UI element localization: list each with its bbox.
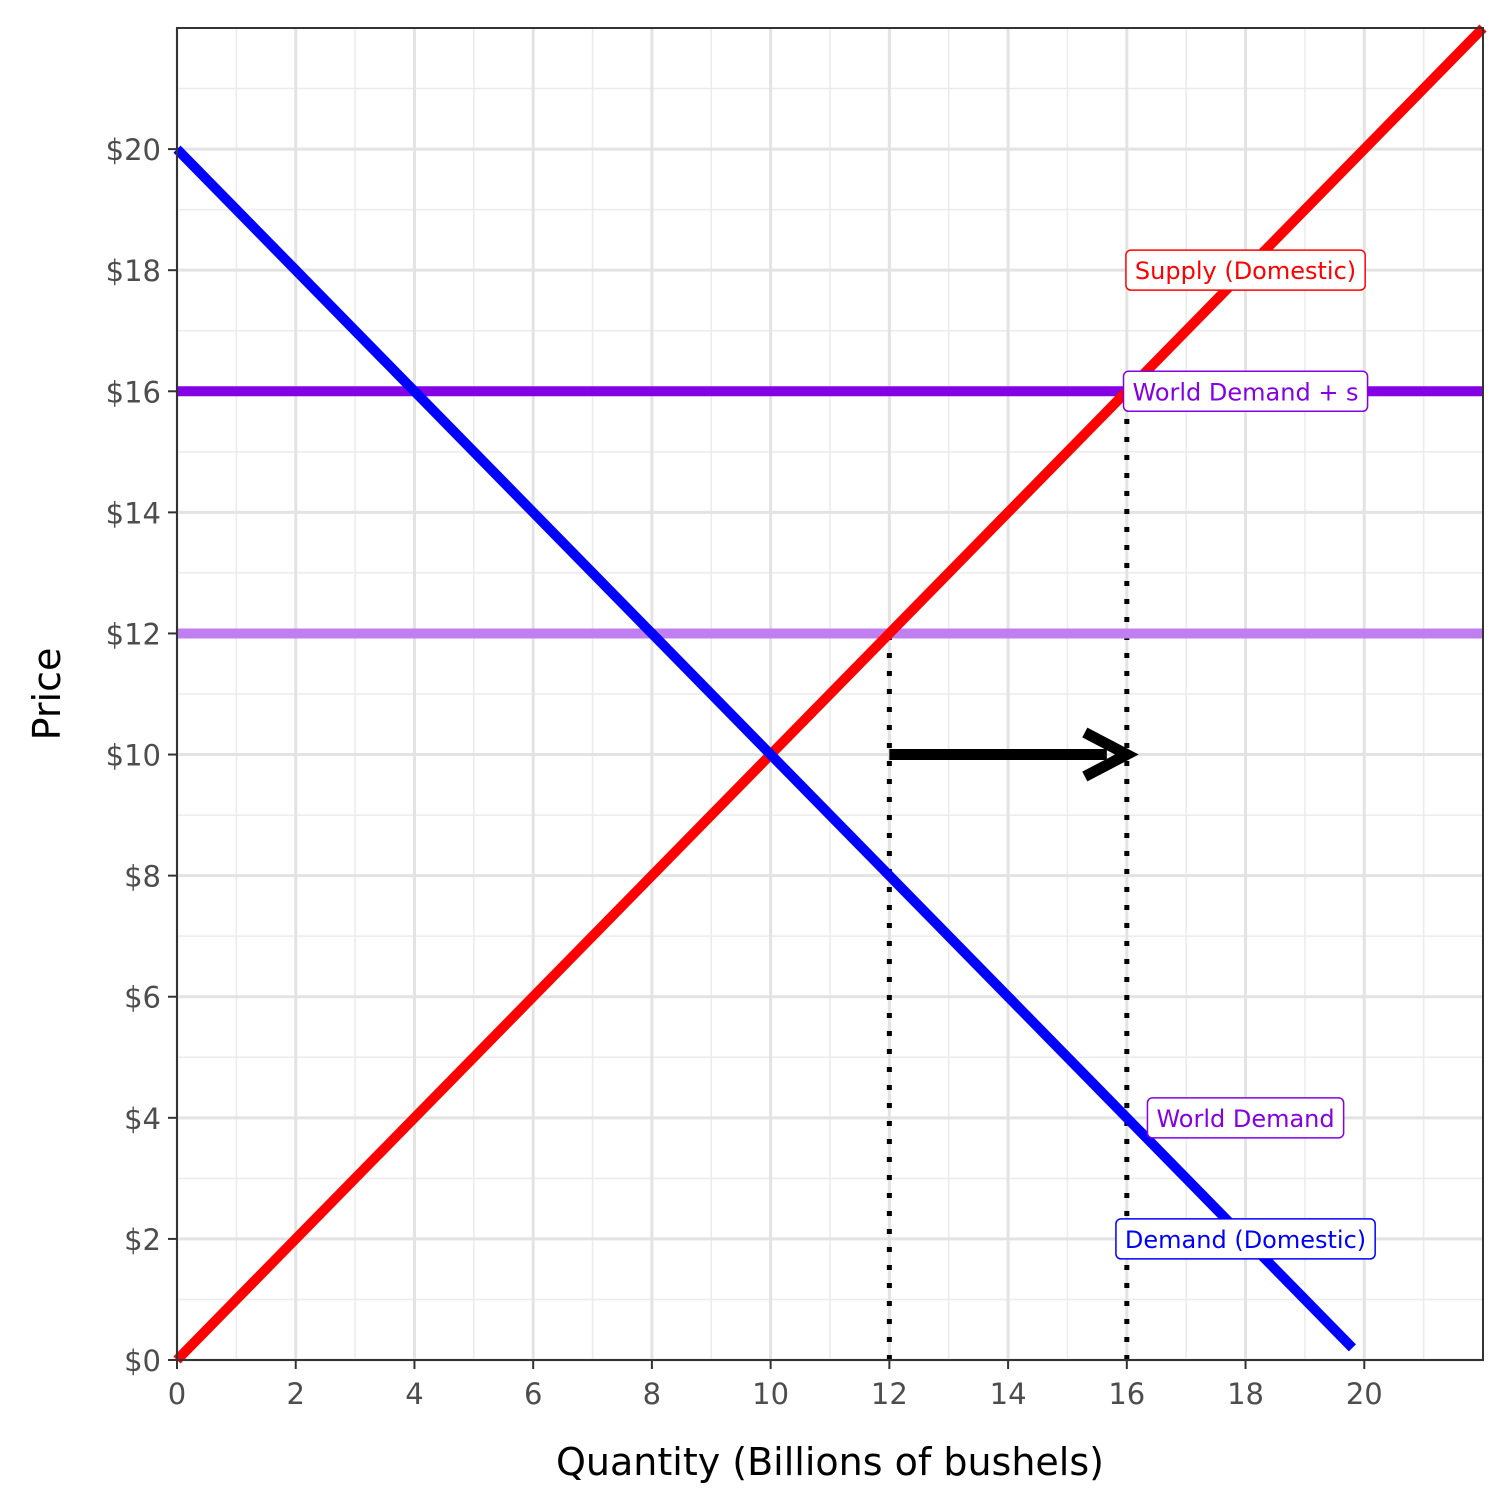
x-tick-label: 2 [287,1377,305,1411]
x-axis-title: Quantity (Billions of bushels) [556,1440,1104,1484]
series-label: World Demand + s [1133,378,1359,406]
series-label-box [1125,249,1366,291]
series-labels: Supply (Domestic) World Demand + s World D… [1115,249,1376,1260]
plot-border [176,27,1484,1361]
series-label-group: World Demand + s [1122,370,1369,413]
arrow-head [1082,727,1139,782]
y-tick-label: $12 [106,617,161,651]
x-tick-label: 12 [871,1377,908,1411]
x-tick-label: 10 [752,1377,789,1411]
y-tick-label: $20 [106,133,161,167]
y-axis-ticks: $0 $2 $4 $6 $8 $10 $12 $14 $16 $18 $20 [106,133,177,1378]
x-tick-label: 8 [643,1377,661,1411]
x-tick-label: 0 [168,1377,186,1411]
x-axis-ticks: 0 2 4 6 8 10 12 14 16 18 20 [168,1360,1383,1411]
series-label: Supply (Domestic) [1135,257,1356,285]
series-label-box [1146,1097,1345,1139]
series-line [173,145,1356,1352]
x-tick-label: 4 [405,1377,423,1411]
series-label: Demand (Domestic) [1125,1226,1366,1254]
series-label-group: Supply (Domestic) [1125,249,1366,291]
y-tick-label: $0 [124,1344,161,1378]
x-tick-label: 6 [524,1377,542,1411]
series-label-box [1122,370,1369,413]
reference-lines [886,391,1130,1360]
x-tick-label: 16 [1108,1377,1145,1411]
y-tick-label: $16 [106,375,161,409]
y-tick-label: $2 [124,1223,161,1257]
y-tick-label: $4 [124,1102,161,1136]
y-tick-label: $18 [106,254,161,288]
y-tick-label: $10 [106,739,161,773]
series-label-box [1115,1218,1376,1260]
y-axis-title: Price [25,648,69,741]
x-tick-label: 14 [990,1377,1027,1411]
shift-arrow [889,727,1139,782]
series-label-group: Demand (Domestic) [1115,1218,1376,1260]
y-tick-label: $6 [124,981,161,1015]
y-tick-label: $8 [124,860,161,894]
y-tick-label: $14 [106,496,161,530]
series-label: World Demand [1156,1105,1334,1133]
x-tick-label: 20 [1346,1377,1383,1411]
series-label-group: World Demand [1146,1097,1345,1139]
x-tick-label: 18 [1227,1377,1264,1411]
